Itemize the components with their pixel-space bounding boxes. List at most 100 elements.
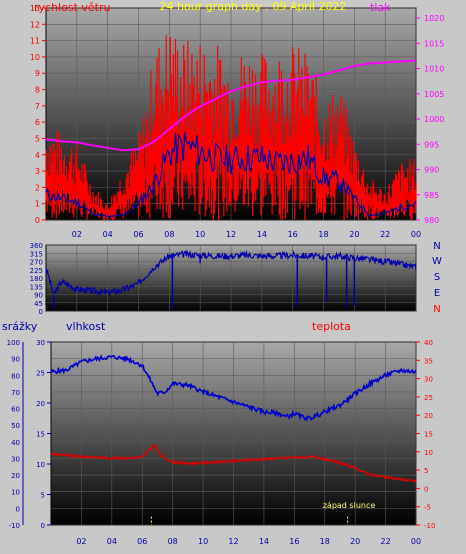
time-tick-label: 16 (288, 230, 298, 239)
rain-tick-label: 40 (11, 439, 20, 447)
wind-average-line (45, 131, 417, 218)
humidity-temp-grid (51, 341, 417, 526)
pressure-tick-label: 1010 (424, 65, 444, 74)
temp-tick-label: 35 (424, 357, 433, 365)
graph-title: 24 hour graph day : 09 April 2022 (160, 0, 347, 13)
direction-tick-label: 180 (30, 275, 43, 283)
time-tick-label: 08 (164, 230, 174, 239)
humidity-tick-label: 20 (36, 400, 45, 408)
wind-speed-label: rychlost větru (34, 1, 110, 14)
temp-tick-label: 40 (424, 339, 433, 347)
wind-tick-label: 3 (35, 167, 40, 176)
direction-tick-label: 90 (34, 292, 43, 300)
direction-tick-label: 135 (30, 283, 43, 291)
direction-tick-label: 270 (30, 259, 43, 267)
temp-tick-label: 30 (424, 376, 433, 384)
time-tick-label: 06 (137, 537, 147, 546)
wind-tick-label: 9 (35, 69, 40, 78)
wind-pressure-ticks: 0123456789101112139809859909951000100510… (30, 4, 445, 239)
compass-w: W (432, 256, 442, 267)
direction-tick-label: 360 (30, 242, 43, 250)
temp-tick-label: 20 (424, 412, 433, 420)
humidity-label: vlhkost (66, 320, 106, 333)
pressure-tick-label: 1020 (424, 14, 444, 23)
wind-tick-label: 13 (30, 4, 40, 13)
rain-tick-label: 100 (7, 339, 20, 347)
time-tick-label: 12 (228, 537, 238, 546)
temp-tick-label: 25 (424, 394, 433, 402)
compass-labels: N W S E N (432, 241, 442, 315)
humidity-temp-series (50, 354, 417, 525)
wind-tick-label: 6 (35, 118, 40, 127)
wind-tick-label: 5 (35, 134, 40, 143)
wind-tick-label: 1 (35, 200, 40, 209)
rain-tick-label: 10 (11, 489, 20, 497)
wind-tick-label: 11 (30, 37, 40, 46)
temp-tick-label: -10 (424, 522, 435, 530)
time-tick-label: 02 (76, 537, 86, 546)
rain-tick-label: 70 (11, 389, 20, 397)
rain-tick-label: 0 (16, 505, 20, 513)
rain-label: srážky (2, 320, 38, 333)
time-tick-label: 10 (198, 537, 208, 546)
rain-tick-label: 80 (11, 372, 20, 380)
rain-tick-label: 50 (11, 422, 20, 430)
time-tick-label: 00 (411, 537, 421, 546)
temp-tick-label: 0 (424, 485, 428, 493)
time-tick-label: 20 (350, 537, 360, 546)
compass-n-bottom: N (433, 304, 440, 315)
wind-tick-label: 12 (30, 20, 40, 29)
pressure-tick-label: 995 (424, 140, 439, 149)
pressure-tick-label: 1000 (424, 115, 444, 124)
compass-e: E (434, 288, 440, 299)
time-tick-label: 08 (168, 537, 178, 546)
sunset-label: západ slunce (323, 501, 376, 510)
time-tick-label: 14 (257, 230, 267, 239)
wind-tick-label: 0 (35, 216, 40, 225)
wind-tick-label: 8 (35, 86, 40, 95)
rain-tick-label: 90 (11, 356, 20, 364)
pressure-tick-label: 1005 (424, 90, 444, 99)
humidity-temp-ticks: -100102030405060708090100051015202530-10… (7, 339, 436, 546)
humidity-tick-label: 15 (36, 431, 45, 439)
rain-tick-label: 60 (11, 406, 20, 414)
compass-s: S (434, 272, 440, 283)
time-tick-label: 00 (411, 230, 421, 239)
wind-pressure-series (45, 35, 417, 220)
compass-n-top: N (433, 241, 440, 252)
humidity-temp-panel: -100102030405060708090100051015202530-10… (2, 320, 435, 546)
pressure-label: tlak (370, 1, 391, 14)
temp-tick-label: 5 (424, 467, 428, 475)
direction-tick-label: 315 (30, 250, 43, 258)
humidity-tick-label: 0 (41, 522, 45, 530)
time-tick-label: 04 (103, 230, 113, 239)
pressure-tick-label: 1015 (424, 39, 444, 48)
time-tick-label: 04 (107, 537, 117, 546)
humidity-tick-label: 10 (36, 461, 45, 469)
pressure-tick-label: 985 (424, 191, 439, 200)
humidity-line (50, 354, 416, 422)
temp-tick-label: 15 (424, 431, 433, 439)
time-tick-label: 22 (380, 537, 390, 546)
direction-tick-label: 0 (39, 308, 43, 316)
pressure-tick-label: 980 (424, 216, 439, 225)
direction-tick-label: 45 (34, 300, 43, 308)
wind-pressure-panel: 0123456789101112139809859909951000100510… (30, 0, 445, 239)
humidity-tick-label: 25 (36, 370, 45, 378)
time-tick-label: 10 (195, 230, 205, 239)
time-tick-label: 20 (349, 230, 359, 239)
pressure-line (45, 59, 417, 152)
temp-tick-label: 10 (424, 449, 433, 457)
time-tick-label: 22 (380, 230, 390, 239)
humidity-tick-label: 30 (36, 339, 45, 347)
time-tick-label: 18 (320, 537, 330, 546)
temperature-label: teplota (312, 320, 351, 333)
wind-tick-label: 4 (35, 151, 40, 160)
wind-tick-label: 7 (35, 102, 40, 111)
temperature-line (50, 444, 417, 483)
time-tick-label: 02 (72, 230, 82, 239)
time-tick-label: 16 (289, 537, 299, 546)
